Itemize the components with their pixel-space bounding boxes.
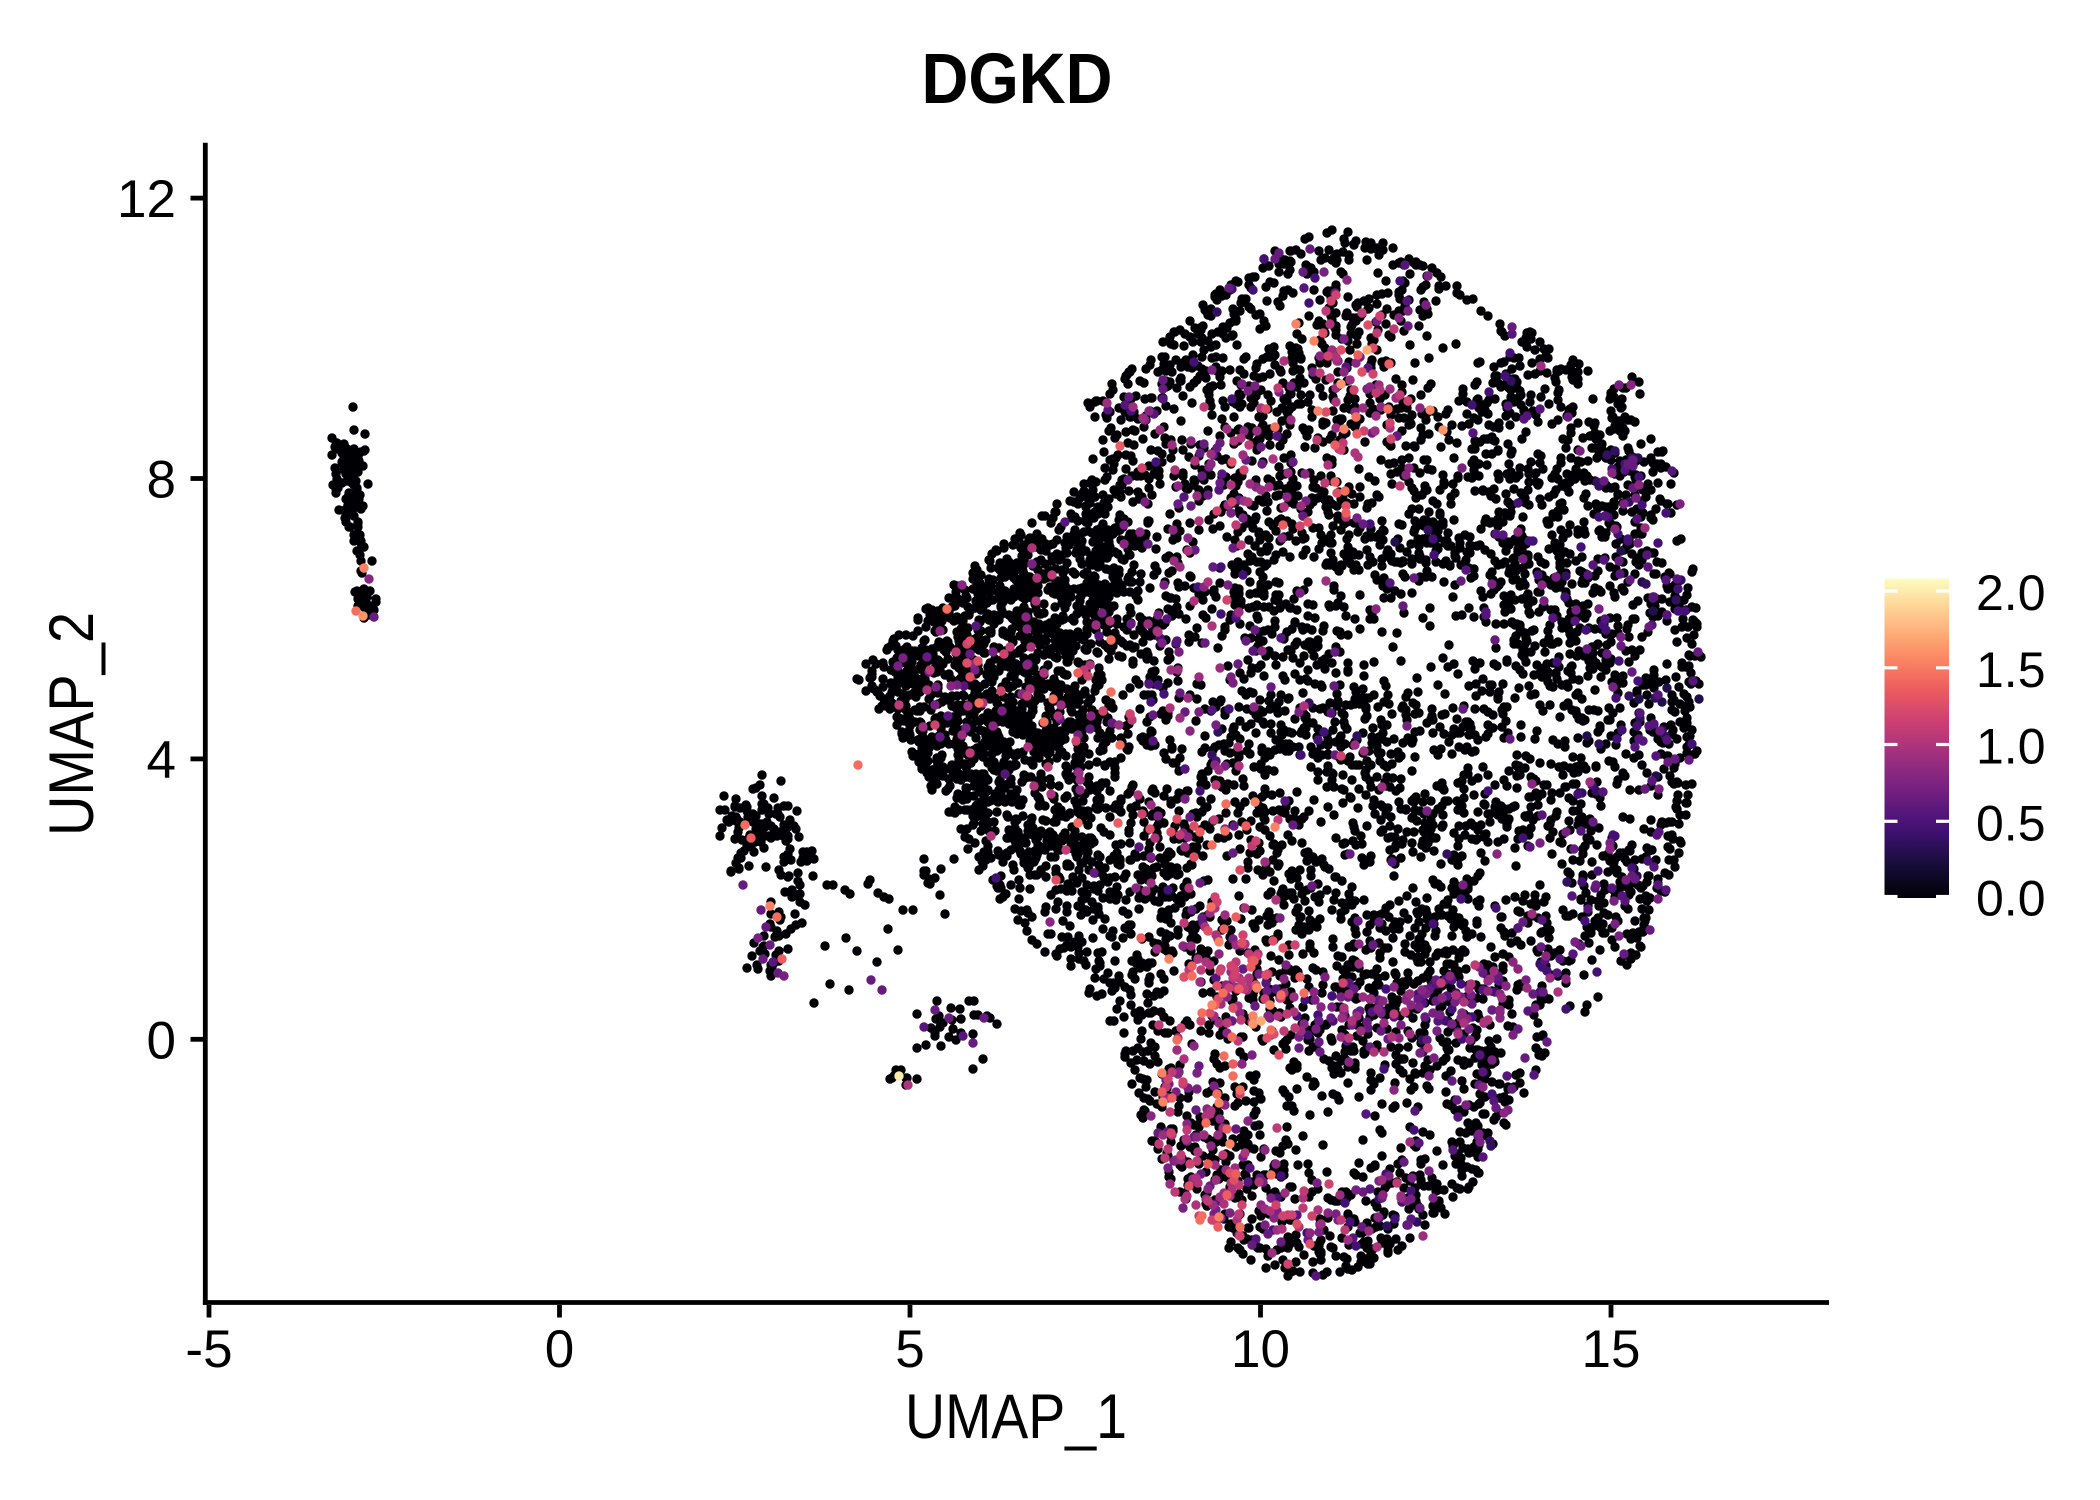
- svg-text:1.5: 1.5: [1976, 642, 2046, 698]
- svg-text:12: 12: [117, 170, 176, 229]
- svg-text:10: 10: [1231, 1320, 1290, 1379]
- svg-text:1.0: 1.0: [1976, 719, 2046, 775]
- svg-text:8: 8: [147, 451, 176, 510]
- svg-text:0.5: 0.5: [1976, 795, 2046, 851]
- svg-text:4: 4: [147, 731, 176, 790]
- svg-text:-5: -5: [185, 1320, 232, 1379]
- svg-text:0: 0: [147, 1011, 176, 1070]
- svg-text:UMAP_1: UMAP_1: [905, 1382, 1127, 1452]
- svg-text:0.0: 0.0: [1976, 871, 2046, 927]
- svg-text:UMAP_2: UMAP_2: [37, 612, 107, 836]
- svg-text:0: 0: [545, 1320, 574, 1379]
- svg-text:DGKD: DGKD: [922, 40, 1113, 119]
- svg-text:2.0: 2.0: [1976, 565, 2046, 621]
- svg-text:15: 15: [1582, 1320, 1641, 1379]
- svg-text:5: 5: [895, 1320, 924, 1379]
